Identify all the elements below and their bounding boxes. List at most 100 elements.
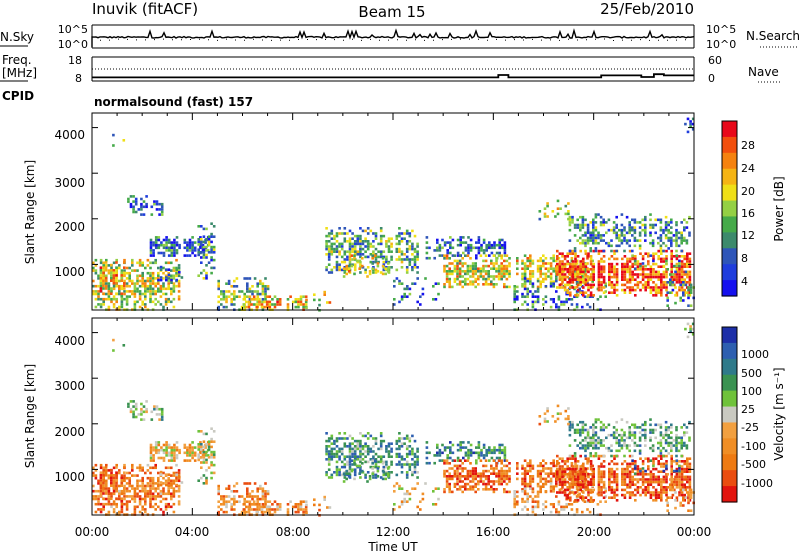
echo-cell	[230, 506, 233, 509]
echo-cell	[498, 275, 501, 278]
echo-cell	[561, 260, 564, 263]
echo-cell	[491, 244, 494, 247]
echo-cell	[506, 465, 509, 468]
echo-cell	[416, 256, 419, 259]
echo-cell	[145, 195, 148, 198]
echo-cell	[498, 252, 501, 255]
echo-cell	[657, 478, 660, 481]
echo-cell	[537, 265, 540, 268]
echo-cell	[375, 235, 378, 238]
echo-cell	[686, 226, 689, 229]
echo-cell	[132, 416, 135, 419]
echo-cell	[660, 258, 663, 261]
echo-cell	[687, 294, 690, 297]
echo-cell	[532, 506, 535, 509]
echo-cell	[305, 500, 308, 503]
colorbar-swatch	[722, 264, 737, 281]
echo-cell	[432, 298, 435, 301]
echo-cell	[100, 487, 103, 490]
echo-cell	[343, 472, 346, 475]
echo-cell	[401, 471, 404, 474]
echo-cell	[631, 263, 634, 266]
echo-cell	[459, 280, 462, 283]
echo-cell	[574, 478, 577, 481]
echo-cell	[97, 275, 100, 278]
echo-cell	[469, 485, 472, 488]
echo-cell	[157, 487, 160, 490]
echo-cell	[657, 460, 660, 463]
echo-cell	[108, 500, 111, 503]
echo-cell	[409, 463, 412, 466]
echo-cell	[444, 244, 447, 247]
echo-cell	[647, 465, 650, 468]
echo-cell	[276, 503, 279, 506]
echo-cell	[411, 453, 414, 456]
echo-cell	[655, 263, 658, 266]
echo-cell	[676, 276, 679, 279]
echo-cell	[377, 467, 380, 470]
echo-cell	[411, 230, 414, 233]
echo-cell	[660, 221, 663, 224]
echo-cell	[398, 256, 401, 259]
echo-cell	[115, 479, 118, 482]
echo-cell	[349, 245, 352, 248]
echo-cell	[546, 202, 549, 205]
echo-cell	[139, 467, 142, 470]
echo-cell	[655, 457, 658, 460]
echo-cell	[249, 495, 252, 498]
echo-cell	[559, 478, 562, 481]
echo-cell	[203, 254, 206, 257]
echo-cell	[446, 475, 449, 478]
echo-cell	[154, 277, 157, 280]
echo-cell	[344, 445, 347, 448]
echo-cell	[524, 267, 527, 270]
echo-cell	[411, 245, 414, 248]
echo-cell	[448, 478, 451, 481]
echo-cell	[529, 270, 532, 273]
echo-cell	[592, 481, 595, 484]
echo-cell	[414, 248, 417, 251]
echo-cell	[233, 495, 236, 498]
echo-cell	[205, 238, 208, 241]
echo-cell	[500, 480, 503, 483]
echo-cell	[454, 459, 457, 462]
echo-cell	[160, 490, 163, 493]
echo-cell	[579, 470, 582, 473]
echo-cell	[139, 298, 142, 301]
echo-cell	[545, 262, 548, 265]
echo-cell	[642, 476, 645, 479]
echo-cell	[616, 289, 619, 292]
echo-cell	[113, 285, 116, 288]
echo-cell	[225, 487, 228, 490]
echo-cell	[162, 267, 165, 270]
echo-cell	[624, 271, 627, 274]
echo-cell	[178, 271, 181, 274]
echo-cell	[581, 306, 584, 309]
echo-cell	[238, 295, 241, 298]
echo-cell	[626, 281, 629, 284]
echo-cell	[205, 272, 208, 275]
echo-cell	[367, 245, 370, 248]
echo-cell	[95, 477, 98, 480]
echo-cell	[100, 266, 103, 269]
echo-cell	[213, 235, 216, 238]
echo-cell	[469, 280, 472, 283]
echo-cell	[155, 449, 158, 452]
echo-cell	[393, 490, 396, 493]
echo-cell	[233, 280, 236, 283]
echo-cell	[652, 281, 655, 284]
echo-cell	[582, 226, 585, 229]
echo-cell	[681, 278, 684, 281]
echo-cell	[414, 266, 417, 269]
echo-cell	[354, 474, 357, 477]
echo-cell	[359, 448, 362, 451]
echo-cell	[675, 250, 678, 253]
echo-cell	[170, 262, 173, 265]
power-ytick-1000: 1000	[54, 265, 85, 279]
echo-cell	[556, 286, 559, 289]
echo-cell	[574, 224, 577, 227]
echo-cell	[446, 470, 449, 473]
echo-cell	[341, 243, 344, 246]
echo-cell	[409, 453, 412, 456]
echo-cell	[577, 268, 580, 271]
